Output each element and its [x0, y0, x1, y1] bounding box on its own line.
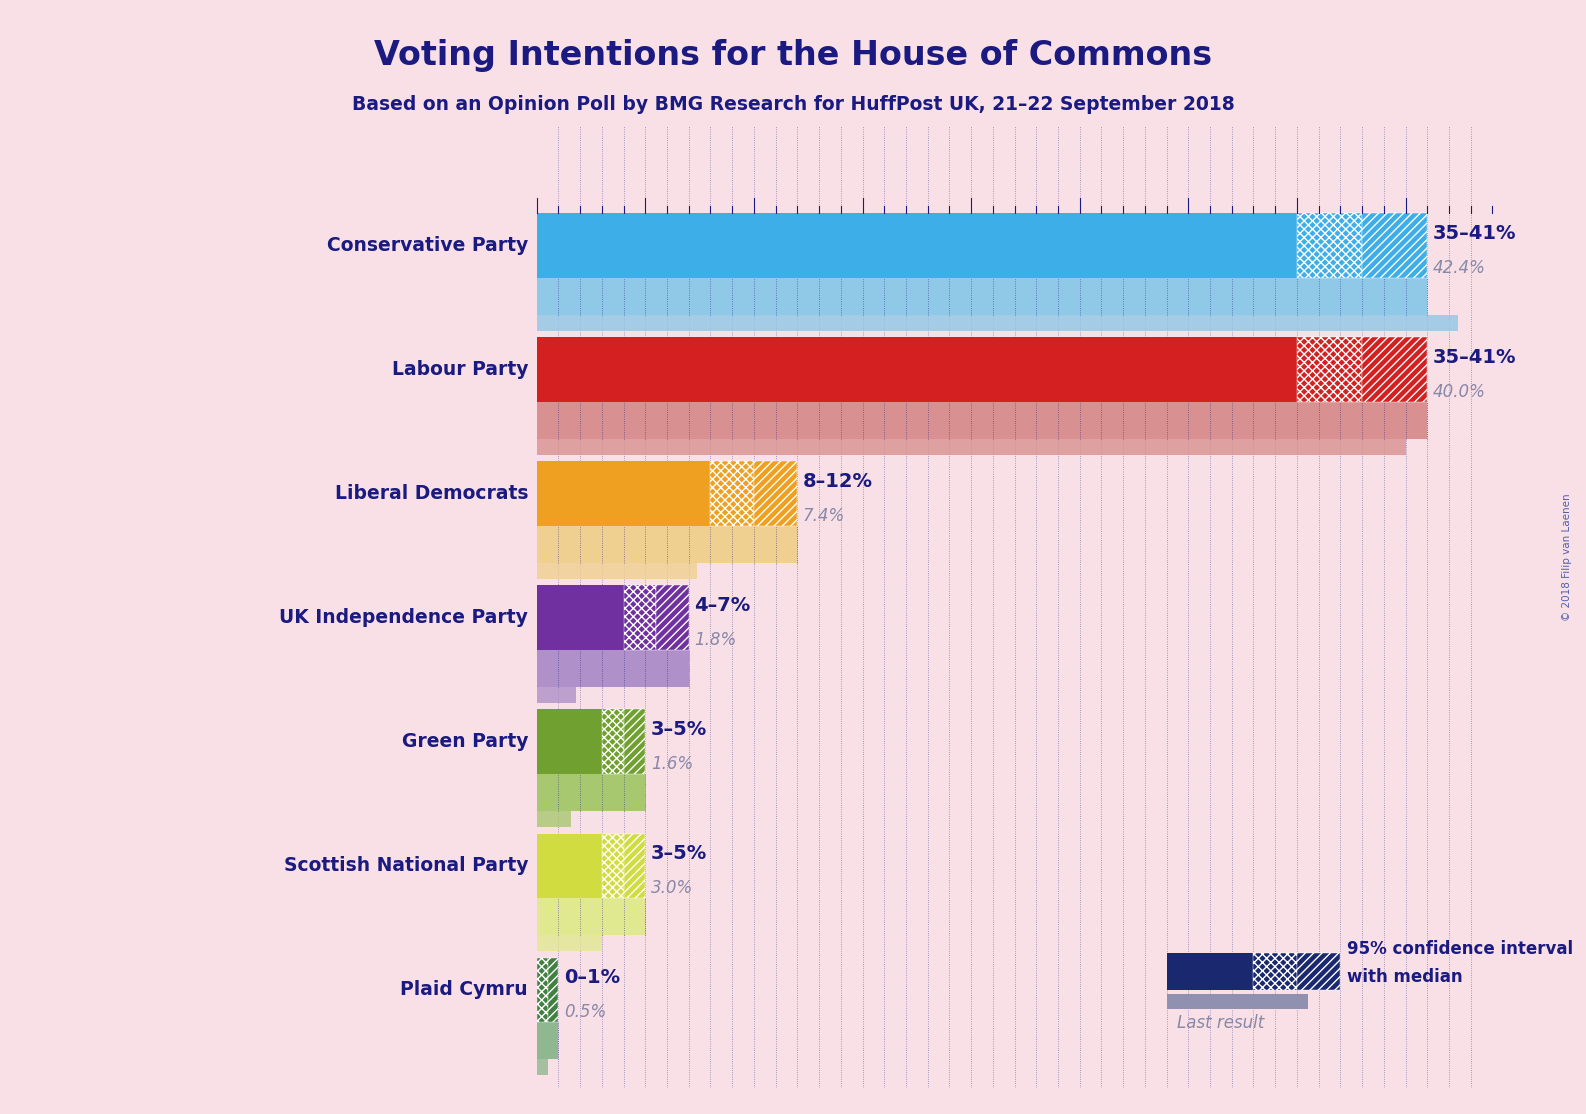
Text: 40.0%: 40.0% [1432, 383, 1486, 401]
Bar [1297, 338, 1362, 402]
Text: Green Party: Green Party [401, 732, 528, 751]
Bar [657, 586, 688, 649]
Text: Last result: Last result [1177, 1014, 1264, 1033]
Bar [536, 213, 1297, 277]
Text: 1.8%: 1.8% [695, 631, 736, 649]
Bar [536, 315, 1458, 331]
Bar [1253, 952, 1297, 990]
Bar [536, 958, 547, 1023]
Bar [603, 710, 623, 774]
Text: 0.5%: 0.5% [565, 1004, 606, 1022]
Bar [711, 461, 753, 526]
Bar [753, 461, 798, 526]
Bar [536, 461, 711, 526]
Text: Based on an Opinion Poll by BMG Research for HuffPost UK, 21–22 September 2018: Based on an Opinion Poll by BMG Research… [352, 95, 1234, 114]
Bar [536, 1023, 558, 1059]
Text: 35–41%: 35–41% [1432, 348, 1516, 367]
Text: Scottish National Party: Scottish National Party [284, 857, 528, 876]
Bar [536, 586, 623, 649]
Bar [536, 687, 576, 703]
Text: 8–12%: 8–12% [803, 471, 872, 490]
Text: 3–5%: 3–5% [650, 844, 707, 863]
Bar [536, 898, 646, 936]
Text: 7.4%: 7.4% [803, 507, 845, 525]
Bar [536, 563, 698, 579]
Text: Labour Party: Labour Party [392, 360, 528, 379]
Bar [536, 936, 603, 951]
Bar [1362, 338, 1427, 402]
Text: Plaid Cymru: Plaid Cymru [400, 980, 528, 999]
Bar [536, 774, 646, 811]
Bar [536, 833, 603, 898]
Text: UK Independence Party: UK Independence Party [279, 608, 528, 627]
Bar [1362, 213, 1427, 277]
Text: 0–1%: 0–1% [565, 968, 620, 987]
Bar [536, 526, 798, 563]
Bar [1167, 952, 1253, 990]
Text: 1.6%: 1.6% [650, 755, 693, 773]
Text: with median: with median [1347, 968, 1462, 987]
Text: 95% confidence interval: 95% confidence interval [1347, 940, 1573, 958]
Text: Liberal Democrats: Liberal Democrats [335, 485, 528, 504]
Bar [603, 833, 623, 898]
Bar [536, 338, 1297, 402]
Bar [536, 1059, 547, 1075]
Text: 3.0%: 3.0% [650, 879, 693, 897]
Bar [536, 649, 688, 687]
Bar [623, 586, 657, 649]
Text: Voting Intentions for the House of Commons: Voting Intentions for the House of Commo… [374, 39, 1212, 72]
Bar [536, 439, 1405, 456]
Bar [1167, 995, 1308, 1009]
Bar [536, 402, 1427, 439]
Text: © 2018 Filip van Laenen: © 2018 Filip van Laenen [1562, 494, 1572, 620]
Text: 42.4%: 42.4% [1432, 258, 1486, 276]
Bar [536, 811, 571, 828]
Bar [547, 958, 558, 1023]
Text: 4–7%: 4–7% [695, 596, 750, 615]
Text: Conservative Party: Conservative Party [327, 236, 528, 255]
Bar [623, 833, 646, 898]
Text: 35–41%: 35–41% [1432, 224, 1516, 243]
Bar [1297, 213, 1362, 277]
Text: 3–5%: 3–5% [650, 720, 707, 739]
Bar [1297, 952, 1340, 990]
Bar [536, 710, 603, 774]
Bar [623, 710, 646, 774]
Bar [536, 277, 1427, 315]
